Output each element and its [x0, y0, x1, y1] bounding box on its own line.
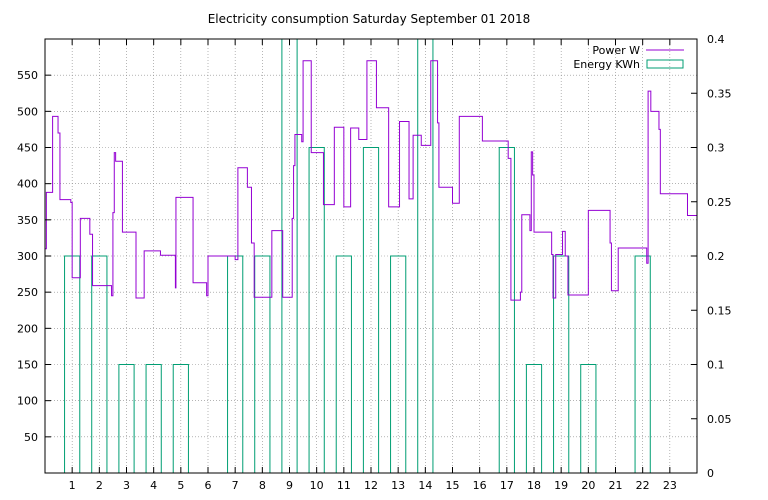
x-tick-label: 3 — [123, 479, 130, 492]
x-tick-label: 8 — [259, 479, 266, 492]
x-tick-label: 11 — [337, 479, 351, 492]
x-tick-label: 12 — [364, 479, 378, 492]
y-tick-label: 200 — [17, 322, 38, 335]
x-tick-label: 6 — [205, 479, 212, 492]
x-tick-label: 7 — [232, 479, 239, 492]
power-series — [45, 60, 697, 301]
energy-bar — [308, 147, 325, 473]
x-tick-label: 23 — [663, 479, 677, 492]
x-tick-label: 17 — [500, 479, 514, 492]
y2-tick-label: 0.15 — [707, 304, 732, 317]
power-line — [45, 60, 697, 301]
x-tick-label: 10 — [310, 479, 324, 492]
energy-bar — [362, 147, 380, 473]
energy-bar — [145, 364, 162, 473]
legend-power-label: Power W — [592, 44, 640, 57]
x-tick-label: 13 — [391, 479, 405, 492]
energy-bar — [118, 364, 135, 473]
y2-tick-label: 0.4 — [707, 33, 725, 46]
energy-bar — [580, 364, 597, 473]
y-tick-label: 100 — [17, 395, 38, 408]
energy-bar — [553, 255, 570, 473]
x-tick-label: 15 — [446, 479, 460, 492]
x-tick-label: 5 — [177, 479, 184, 492]
y-tick-label: 400 — [17, 178, 38, 191]
x-tick-label: 4 — [150, 479, 157, 492]
energy-bar — [172, 364, 189, 473]
chart-title: Electricity consumption Saturday Septemb… — [208, 12, 531, 26]
y2-tick-label: 0 — [707, 467, 714, 480]
y-tick-label: 500 — [17, 105, 38, 118]
y2-tick-label: 0.05 — [707, 413, 732, 426]
legend-energy-swatch — [646, 59, 684, 69]
y2-tick-label: 0.1 — [707, 359, 725, 372]
y-tick-label: 550 — [17, 69, 38, 82]
energy-bar — [335, 255, 352, 473]
y-tick-label: 300 — [17, 250, 38, 263]
x-tick-label: 16 — [473, 479, 487, 492]
energy-bar — [498, 147, 515, 473]
x-tick-label: 1 — [69, 479, 76, 492]
axis-ticks: 1 2 3 4 5 6 7 8 9 10 11 12 13 14 15 16 17 18 19 20 21 22 23501… — [17, 33, 732, 492]
grid-lines — [45, 39, 697, 473]
x-tick-label: 22 — [636, 479, 650, 492]
energy-bar — [91, 255, 108, 473]
x-tick-label: 2 — [96, 479, 103, 492]
legend: Power W Energy KWh — [573, 44, 684, 71]
energy-bar — [254, 255, 271, 473]
x-tick-label: 9 — [286, 479, 293, 492]
y-tick-label: 150 — [17, 359, 38, 372]
x-tick-label: 19 — [554, 479, 568, 492]
x-tick-label: 18 — [527, 479, 541, 492]
x-tick-label: 21 — [609, 479, 623, 492]
y2-tick-label: 0.35 — [707, 87, 732, 100]
y-tick-label: 50 — [24, 431, 38, 444]
energy-bar — [390, 255, 407, 473]
x-tick-label: 20 — [581, 479, 595, 492]
y-tick-label: 250 — [17, 286, 38, 299]
y2-tick-label: 0.25 — [707, 196, 732, 209]
energy-bar — [525, 364, 543, 473]
x-tick-label: 14 — [418, 479, 432, 492]
y2-tick-label: 0.3 — [707, 142, 725, 155]
y2-tick-label: 0.2 — [707, 250, 725, 263]
y-tick-label: 350 — [17, 214, 38, 227]
y-tick-label: 450 — [17, 142, 38, 155]
energy-bar — [634, 255, 651, 473]
legend-energy-label: Energy KWh — [573, 58, 640, 71]
